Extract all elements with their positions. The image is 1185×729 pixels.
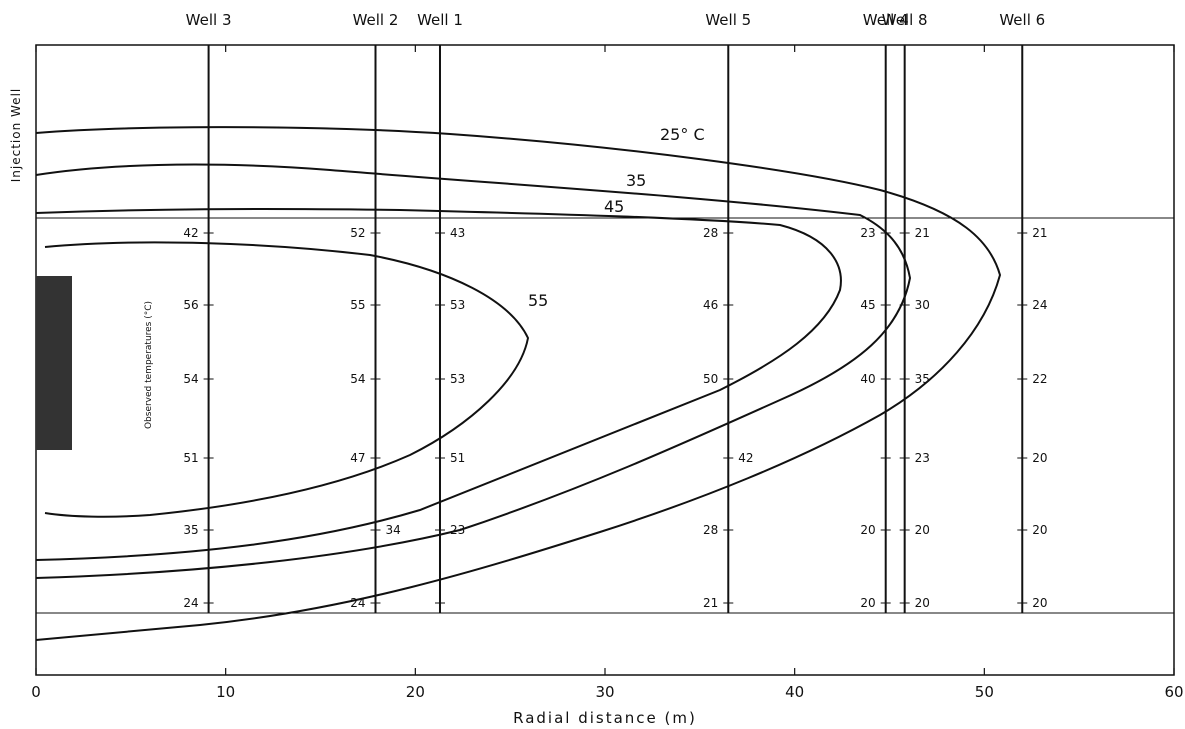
plot-frame [35, 44, 1175, 676]
temperature-label: 43 [450, 226, 465, 240]
isotherms [35, 126, 1002, 641]
temperature-label: 20 [860, 596, 875, 610]
temperature-label: 47 [350, 451, 365, 465]
well-label: Well 3 [186, 11, 232, 29]
temperature-label: 34 [386, 523, 401, 537]
well-label: Well 1 [417, 11, 463, 29]
temperature-label: 21 [915, 226, 930, 240]
temperature-label: 20 [860, 523, 875, 537]
well-label: Well 6 [999, 11, 1045, 29]
x-axis-title: Radial distance (m) [513, 709, 697, 727]
temperature-label: 28 [703, 226, 718, 240]
temperature-label: 46 [703, 298, 718, 312]
temperature-label: 23 [915, 451, 930, 465]
temperature-label: 54 [183, 372, 198, 386]
temperature-label: 51 [183, 451, 198, 465]
temperature-label: 45 [860, 298, 875, 312]
injection-well-screen [36, 276, 72, 450]
well-label: Well 4 [863, 11, 909, 29]
temperature-label: 24 [1032, 298, 1047, 312]
well-label: Well 2 [353, 11, 399, 29]
isotherm-55 [44, 241, 530, 518]
x-tick-label: 20 [406, 683, 425, 701]
x-tick-label: 40 [785, 683, 804, 701]
temperature-label: 20 [1032, 451, 1047, 465]
temperature-label: 24 [350, 596, 365, 610]
temperature-label: 53 [450, 372, 465, 386]
temperature-label: 55 [350, 298, 365, 312]
isotherm-25 [35, 126, 1002, 641]
temperature-label: 20 [915, 596, 930, 610]
temperature-label: 21 [1032, 226, 1047, 240]
temperature-label: 21 [703, 596, 718, 610]
temperature-label: 23 [860, 226, 875, 240]
temperature-label: 52 [350, 226, 365, 240]
well-label: Well 8 [882, 11, 928, 29]
temperature-label: 42 [183, 226, 198, 240]
temperature-label: 56 [183, 298, 198, 312]
temperature-label: 20 [915, 523, 930, 537]
temperature-label: 20 [1032, 523, 1047, 537]
isotherm-label-25: 25° C [660, 125, 705, 144]
isotherm-45 [35, 208, 842, 561]
x-tick-label: 50 [975, 683, 994, 701]
x-tick-label: 10 [216, 683, 235, 701]
isotherm-label-group: 25° C 35 45 55 [528, 125, 705, 310]
injection-well-label: Injection Well [9, 88, 23, 182]
temperature-label: 53 [450, 298, 465, 312]
well-label: Well 5 [705, 11, 751, 29]
isotherm-label-55: 55 [528, 291, 548, 310]
temperature-label: 30 [915, 298, 930, 312]
x-tick-label: 30 [595, 683, 614, 701]
x-tick-label: 60 [1164, 683, 1183, 701]
temperature-label: 50 [703, 372, 718, 386]
wells: Well 3 42 56 54 51 35 24 Well 2 52 55 54 47 34 24 Well… [183, 11, 1048, 613]
temperature-label: 23 [450, 523, 465, 537]
temperature-label: 35 [915, 372, 930, 386]
x-axis-ticks: 0 10 20 30 40 50 60 [31, 45, 1184, 701]
isotherm-label-35: 35 [626, 171, 646, 190]
observed-temperatures-label: Observed temperatures (°C) [144, 301, 154, 429]
temperature-label: 40 [860, 372, 875, 386]
temperature-label: 24 [183, 596, 198, 610]
temperature-label: 51 [450, 451, 465, 465]
temperature-label: 54 [350, 372, 365, 386]
temperature-label: 22 [1032, 372, 1047, 386]
temperature-label: 28 [703, 523, 718, 537]
isotherm-label-45: 45 [604, 197, 624, 216]
temperature-label: 35 [183, 523, 198, 537]
x-tick-label: 0 [31, 683, 41, 701]
temperature-label: 20 [1032, 596, 1047, 610]
temperature-label: 42 [738, 451, 753, 465]
isotherm-35 [35, 163, 912, 579]
